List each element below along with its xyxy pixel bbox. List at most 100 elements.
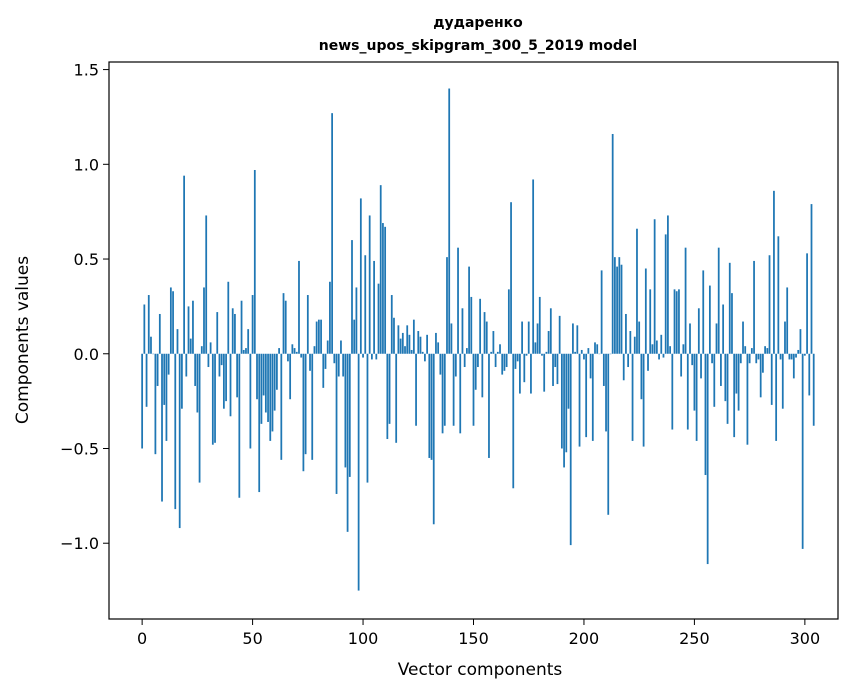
bar-16 xyxy=(176,329,179,354)
bar-226 xyxy=(640,353,643,400)
bar-64 xyxy=(282,293,285,354)
bar-22 xyxy=(189,338,192,354)
bar-263 xyxy=(722,304,725,354)
bar-194 xyxy=(569,353,572,546)
bar-38 xyxy=(225,353,227,402)
bar-208 xyxy=(600,270,603,354)
bar-29 xyxy=(205,215,208,354)
bar-210 xyxy=(605,353,607,432)
bar-225 xyxy=(638,321,641,354)
y-tick-label: 1.0 xyxy=(74,155,99,174)
bar-113 xyxy=(390,295,393,354)
bar-281 xyxy=(762,353,764,373)
bar-73 xyxy=(302,353,305,472)
bar-211 xyxy=(607,353,610,515)
bar-292 xyxy=(786,287,789,354)
bar-65 xyxy=(284,300,287,354)
bar-219 xyxy=(625,313,627,354)
bar-216 xyxy=(618,257,621,354)
bar-155 xyxy=(483,312,486,354)
bar-12 xyxy=(167,353,170,375)
bar-280 xyxy=(759,353,762,398)
bar-252 xyxy=(697,308,700,354)
bar-112 xyxy=(388,353,391,424)
bar-162 xyxy=(499,344,501,354)
bar-46 xyxy=(242,349,245,354)
bar-204 xyxy=(591,353,594,441)
bar-255 xyxy=(704,353,707,476)
bar-35 xyxy=(218,353,221,377)
bar-159 xyxy=(492,331,495,354)
bar-50 xyxy=(251,295,254,354)
bar-88 xyxy=(335,353,338,494)
bar-189 xyxy=(558,315,561,354)
bar-93 xyxy=(346,353,349,532)
bar-122 xyxy=(410,349,413,354)
bar-272 xyxy=(742,321,744,354)
bar-184 xyxy=(547,331,550,354)
bar-60 xyxy=(273,353,276,411)
x-tick-label: 0 xyxy=(137,629,147,648)
bar-233 xyxy=(655,340,658,354)
bar-253 xyxy=(700,353,702,379)
x-tick-label: 300 xyxy=(790,629,821,648)
bar-181 xyxy=(541,353,543,356)
bar-59 xyxy=(271,353,274,432)
bar-62 xyxy=(278,348,280,354)
bar-193 xyxy=(567,353,570,409)
bar-187 xyxy=(554,353,557,368)
bar-192 xyxy=(565,353,568,453)
bar-303 xyxy=(810,204,813,354)
bar-51 xyxy=(253,169,256,354)
bar-27 xyxy=(200,346,203,354)
bar-295 xyxy=(792,353,795,379)
x-tick-label: 100 xyxy=(348,629,379,648)
y-tick-label: 0.0 xyxy=(74,345,99,364)
bar-18 xyxy=(181,353,183,409)
bar-72 xyxy=(300,353,303,358)
bar-141 xyxy=(452,353,455,426)
bar-106 xyxy=(375,353,378,360)
bar-84 xyxy=(326,340,329,354)
bar-137 xyxy=(443,353,446,426)
bar-47 xyxy=(245,348,247,354)
bar-284 xyxy=(768,255,771,354)
y-axis: −1.0 −0.5 0.0 0.5 1.0 1.5 xyxy=(60,61,109,553)
bar-273 xyxy=(744,346,747,354)
bar-200 xyxy=(583,353,585,360)
bar-286 xyxy=(773,190,775,354)
bar-33 xyxy=(214,353,216,443)
bar-259 xyxy=(713,353,716,407)
bar-299 xyxy=(801,353,804,549)
bar-154 xyxy=(481,353,484,398)
bar-285 xyxy=(770,353,773,405)
bar-171 xyxy=(519,353,521,394)
bar-87 xyxy=(333,353,336,364)
bar-138 xyxy=(446,257,448,354)
bar-74 xyxy=(304,353,307,455)
x-tick-label: 200 xyxy=(569,629,600,648)
bar-199 xyxy=(580,349,583,354)
bar-121 xyxy=(408,334,411,354)
bar-236 xyxy=(662,353,665,358)
bar-77 xyxy=(311,353,314,460)
bar-21 xyxy=(187,306,190,354)
bar-246 xyxy=(684,247,687,354)
bar-168 xyxy=(512,353,515,489)
bar-167 xyxy=(510,202,512,354)
x-tick-label: 50 xyxy=(242,629,262,648)
bar-265 xyxy=(726,353,729,424)
bars-group xyxy=(141,88,815,591)
x-axis-label: Vector components xyxy=(398,660,563,680)
bar-136 xyxy=(441,353,444,434)
bar-31 xyxy=(209,342,212,354)
bar-163 xyxy=(501,353,504,375)
bar-124 xyxy=(415,353,417,426)
bar-178 xyxy=(534,342,537,354)
bar-26 xyxy=(198,353,201,483)
bar-152 xyxy=(477,353,479,368)
y-tick-label: −0.5 xyxy=(60,439,99,458)
bar-279 xyxy=(757,353,760,360)
bar-180 xyxy=(538,296,541,354)
